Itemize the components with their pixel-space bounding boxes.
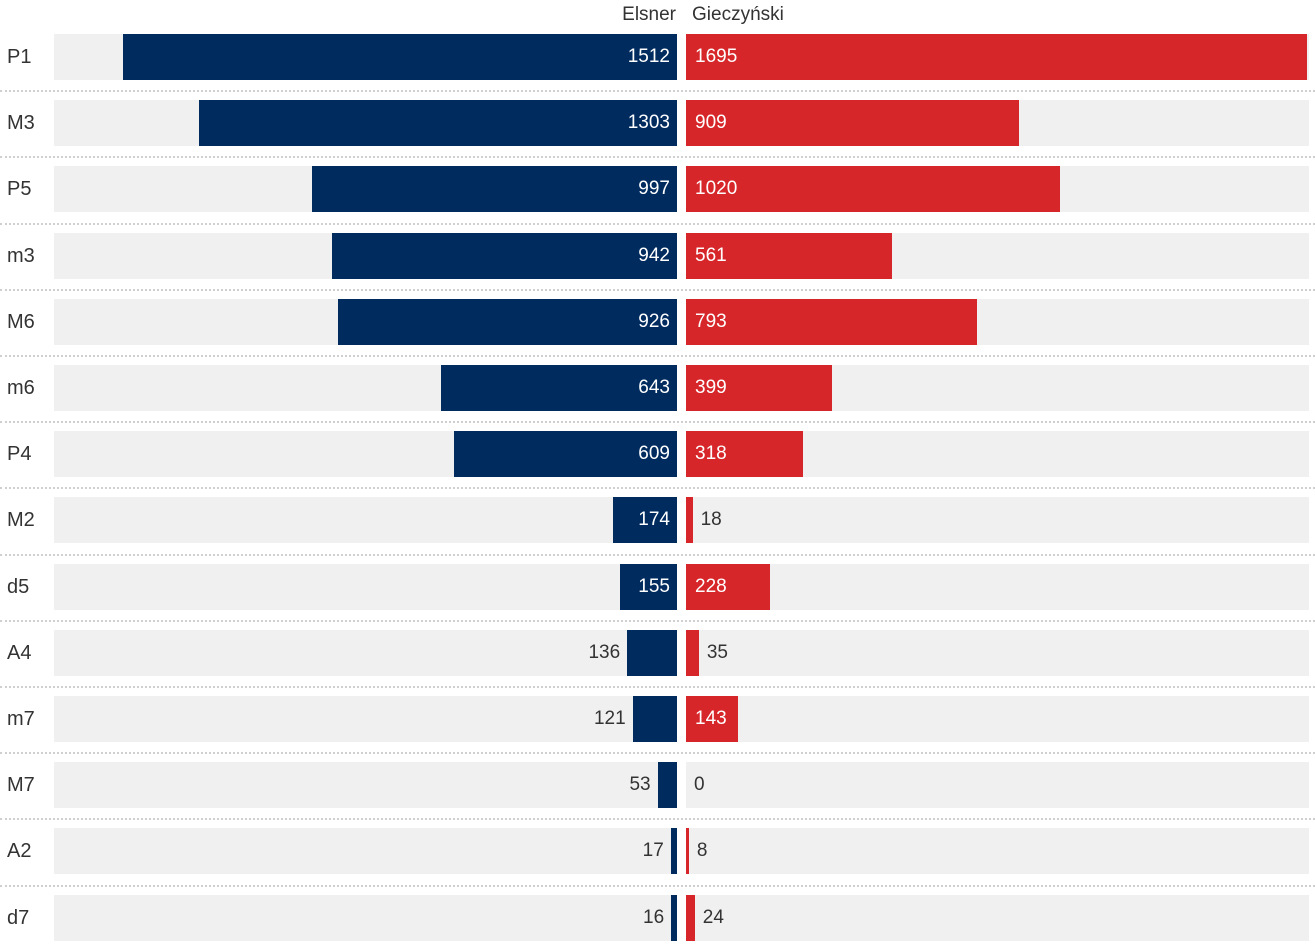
value-label-gieczynski: 143 bbox=[695, 708, 727, 729]
row-divider bbox=[0, 818, 1315, 821]
value-label-gieczynski: 1695 bbox=[695, 46, 738, 67]
value-label-gieczynski: 1020 bbox=[695, 178, 738, 200]
value-label-gieczynski: 909 bbox=[695, 112, 727, 134]
track-right bbox=[686, 828, 1309, 875]
value-label-gieczynski: 793 bbox=[695, 310, 727, 332]
row-divider bbox=[0, 421, 1315, 424]
track-left bbox=[54, 497, 677, 544]
bar-elsner bbox=[632, 696, 677, 742]
track-right bbox=[686, 563, 1309, 610]
category-label: A4 bbox=[7, 641, 32, 664]
bar-gieczynski bbox=[686, 34, 1308, 80]
track-right bbox=[686, 696, 1309, 742]
bar-gieczynski bbox=[686, 166, 1060, 213]
bar-gieczynski bbox=[686, 696, 739, 742]
category-label: M6 bbox=[7, 310, 35, 333]
series-header-gieczynski: Gieczyński bbox=[692, 4, 784, 25]
category-label: M7 bbox=[7, 774, 35, 797]
value-label-elsner: 1512 bbox=[627, 46, 670, 67]
bar-gieczynski bbox=[686, 365, 833, 411]
category-label: A2 bbox=[7, 840, 32, 863]
row-divider bbox=[0, 686, 1315, 688]
track-left bbox=[54, 696, 677, 742]
bar-elsner bbox=[627, 629, 677, 676]
bar-elsner bbox=[657, 762, 677, 809]
value-label-elsner: 609 bbox=[638, 443, 670, 465]
value-label-elsner: 942 bbox=[638, 244, 670, 266]
value-label-gieczynski: 18 bbox=[700, 509, 722, 531]
track-left bbox=[54, 563, 677, 610]
category-label: d7 bbox=[7, 906, 30, 929]
row-divider bbox=[0, 90, 1315, 93]
value-label-elsner: 16 bbox=[643, 906, 665, 928]
bar-gieczynski bbox=[686, 629, 699, 676]
track-right bbox=[686, 762, 1309, 809]
bar-elsner bbox=[122, 34, 677, 80]
bar-gieczynski bbox=[686, 100, 1020, 147]
track-right bbox=[686, 497, 1309, 544]
category-label: m6 bbox=[7, 377, 35, 399]
track-left bbox=[54, 629, 677, 676]
category-label: P4 bbox=[7, 443, 32, 466]
value-label-gieczynski: 0 bbox=[694, 774, 705, 796]
track-left bbox=[54, 828, 677, 875]
row-divider bbox=[0, 752, 1315, 755]
bar-gieczynski bbox=[686, 431, 803, 478]
bar-gieczynski bbox=[686, 232, 892, 279]
category-label: P1 bbox=[7, 46, 32, 68]
value-label-elsner: 1303 bbox=[627, 112, 670, 134]
value-label-elsner: 136 bbox=[588, 641, 621, 663]
value-label-gieczynski: 561 bbox=[695, 244, 727, 266]
series-header-elsner: Elsner bbox=[622, 4, 676, 25]
value-label-elsner: 121 bbox=[593, 708, 626, 729]
track-right bbox=[686, 629, 1309, 676]
category-label: M3 bbox=[7, 112, 35, 135]
bar-gieczynski bbox=[686, 894, 695, 941]
value-label-elsner: 997 bbox=[638, 178, 670, 200]
bar-gieczynski bbox=[686, 563, 770, 610]
value-label-elsner: 53 bbox=[629, 774, 651, 796]
value-label-gieczynski: 318 bbox=[695, 443, 727, 465]
bar-elsner bbox=[441, 365, 677, 411]
row-divider bbox=[0, 156, 1315, 159]
bar-elsner bbox=[331, 232, 677, 279]
bar-elsner bbox=[670, 828, 677, 875]
bar-elsner bbox=[671, 894, 677, 941]
value-label-gieczynski: 399 bbox=[695, 377, 727, 398]
bar-gieczynski bbox=[686, 298, 977, 345]
value-label-gieczynski: 8 bbox=[696, 840, 708, 862]
value-label-elsner: 17 bbox=[642, 840, 664, 862]
value-label-elsner: 174 bbox=[638, 509, 670, 531]
row-divider bbox=[0, 553, 1315, 556]
track-left bbox=[54, 894, 677, 941]
bar-elsner bbox=[620, 563, 677, 610]
row-divider bbox=[0, 619, 1315, 622]
bar-elsner bbox=[613, 497, 677, 544]
bar-elsner bbox=[337, 298, 677, 345]
bar-elsner bbox=[311, 166, 677, 213]
row-divider bbox=[0, 288, 1315, 291]
row-divider bbox=[0, 222, 1315, 225]
row-divider bbox=[0, 884, 1315, 887]
bar-gieczynski bbox=[686, 497, 693, 544]
category-label: m3 bbox=[7, 244, 35, 267]
bar-elsner bbox=[199, 100, 677, 147]
value-label-gieczynski: 24 bbox=[702, 906, 724, 928]
value-label-elsner: 643 bbox=[638, 377, 670, 398]
value-label-gieczynski: 35 bbox=[706, 641, 728, 663]
bar-elsner bbox=[453, 431, 677, 478]
value-label-elsner: 926 bbox=[638, 310, 670, 332]
track-right bbox=[686, 894, 1309, 941]
row-divider bbox=[0, 487, 1315, 490]
category-label: P5 bbox=[7, 178, 32, 201]
row-divider bbox=[0, 355, 1315, 357]
track-left bbox=[54, 762, 677, 809]
category-label: d5 bbox=[7, 575, 30, 598]
bar-gieczynski bbox=[686, 828, 689, 875]
category-label: M2 bbox=[7, 509, 35, 532]
value-label-elsner: 155 bbox=[638, 575, 670, 597]
category-label: m7 bbox=[7, 708, 35, 730]
value-label-gieczynski: 228 bbox=[695, 575, 727, 597]
